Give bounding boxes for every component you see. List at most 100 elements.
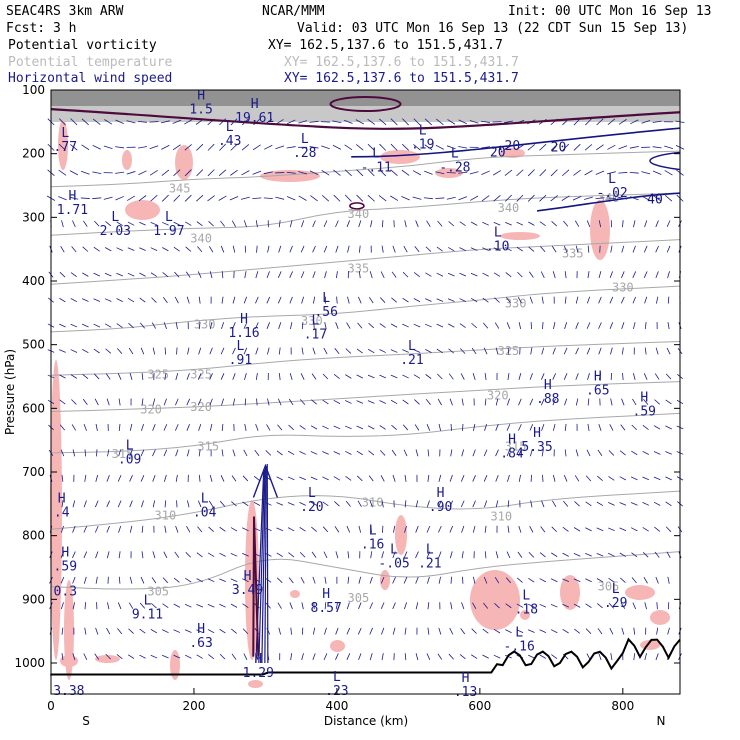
wind-vector <box>564 322 568 330</box>
wind-vector <box>129 475 133 482</box>
wind-vector <box>196 629 204 633</box>
wind-vector <box>336 296 338 304</box>
wind-vector <box>652 146 662 149</box>
wind-contour-20 <box>351 127 681 158</box>
wind-vector <box>438 474 442 482</box>
wind-vector <box>655 245 659 253</box>
pv-extremum-type-26: L <box>201 492 209 507</box>
wind-vector <box>356 194 364 202</box>
wind-vector <box>608 450 615 456</box>
wind-vector <box>368 322 375 329</box>
wind-vector <box>415 653 419 661</box>
wind-vector <box>150 247 158 252</box>
wind-vector <box>137 120 148 123</box>
pv-extremum-type-18: L <box>408 339 416 354</box>
wind-vector <box>425 246 432 252</box>
wind-vector <box>276 476 284 481</box>
theta-label-330-1: 330 <box>301 314 323 328</box>
wind-vector <box>346 322 351 329</box>
wind-vector <box>472 576 476 584</box>
wind-vector <box>447 272 455 277</box>
wind-vector <box>358 245 361 253</box>
wind-vector <box>128 347 134 355</box>
wind-vector <box>482 272 489 277</box>
wind-vector <box>129 500 133 508</box>
wind-vector <box>196 169 204 177</box>
wind-vector <box>243 347 248 355</box>
wind-vector <box>575 322 579 329</box>
wind-vector <box>263 171 273 175</box>
wind-vector <box>621 398 625 406</box>
pv-shade-18 <box>470 570 520 630</box>
theta-label-340-2: 340 <box>498 201 520 215</box>
wind-vector <box>447 119 456 125</box>
pv-extremum-value-26: .04 <box>193 506 217 521</box>
wind-vector <box>347 296 350 304</box>
wind-vector <box>562 526 569 532</box>
wind-vector <box>370 220 373 228</box>
wind-vector <box>632 271 637 278</box>
wind-vector <box>450 602 453 610</box>
axes: 100 200 300 400 500 600 700 800 900 1000 0 200 400 60… <box>14 83 680 713</box>
wind-vector <box>598 271 602 279</box>
wind-vector <box>207 552 215 557</box>
wind-vector <box>413 118 421 126</box>
wind-vector <box>150 221 158 226</box>
wind-vector <box>299 399 306 405</box>
wind-vector <box>541 373 545 380</box>
wind-vector <box>470 247 478 251</box>
wind-vector <box>160 120 170 124</box>
wind-vector <box>278 322 282 330</box>
wind-vector <box>563 500 569 507</box>
wind-vector <box>459 247 467 252</box>
wind-vector <box>516 629 524 633</box>
wind-vector <box>608 527 615 532</box>
wind-vector <box>59 374 66 379</box>
wind-vector <box>584 170 593 176</box>
pv-shade-21 <box>650 610 670 625</box>
field-label-wind: Horizontal wind speed <box>8 71 172 86</box>
wind-vector <box>141 551 144 559</box>
wind-vector <box>70 349 78 353</box>
pv-extremum-value-22: .09 <box>118 453 141 468</box>
wind-vector <box>335 271 338 279</box>
wind-vector <box>516 221 524 226</box>
wind-vector <box>630 502 638 506</box>
pv-extrema-labels: H1.5 H19.61L.77L.43 L.28 L-.11L.19L-.28.20L… <box>53 89 656 701</box>
wind-vector <box>164 372 167 381</box>
wind-vector <box>493 247 501 251</box>
wind-vector <box>175 525 179 533</box>
x-tick-label-200: 200 <box>183 699 206 713</box>
wind-vector <box>437 220 443 227</box>
wind-vector <box>563 245 568 253</box>
wind-vector <box>219 143 226 151</box>
wind-vector <box>493 194 501 202</box>
wind-vector <box>598 220 602 228</box>
wind-vector <box>435 171 445 175</box>
wind-vector <box>458 146 468 149</box>
wind-vector <box>575 245 579 253</box>
pv-shade-9 <box>500 232 540 240</box>
wind-vector <box>265 450 272 456</box>
wind-vector <box>129 449 133 457</box>
wind-vector <box>333 374 340 379</box>
wind-vector <box>379 450 386 456</box>
valid-time: Valid: 03 UTC Mon 16 Sep 13 (22 CDT Sun … <box>297 21 688 36</box>
wind-vector <box>655 576 659 584</box>
wind-vector <box>610 245 613 253</box>
wind-vector <box>335 653 339 660</box>
wind-vector <box>266 424 271 431</box>
pv-shade-19 <box>560 575 580 610</box>
wind-vector <box>116 323 123 328</box>
wind-vector <box>335 627 339 635</box>
wind-vector <box>427 449 430 457</box>
wind-vector <box>619 527 627 532</box>
theta-label-320-0: 320 <box>140 403 162 417</box>
wind-vector <box>573 143 581 151</box>
wind-vector <box>162 247 169 252</box>
wind-vector <box>621 296 625 304</box>
wind-vector <box>60 245 65 253</box>
wind-vector <box>425 323 432 328</box>
wind-vector <box>619 552 627 557</box>
wind-vector <box>106 551 110 559</box>
